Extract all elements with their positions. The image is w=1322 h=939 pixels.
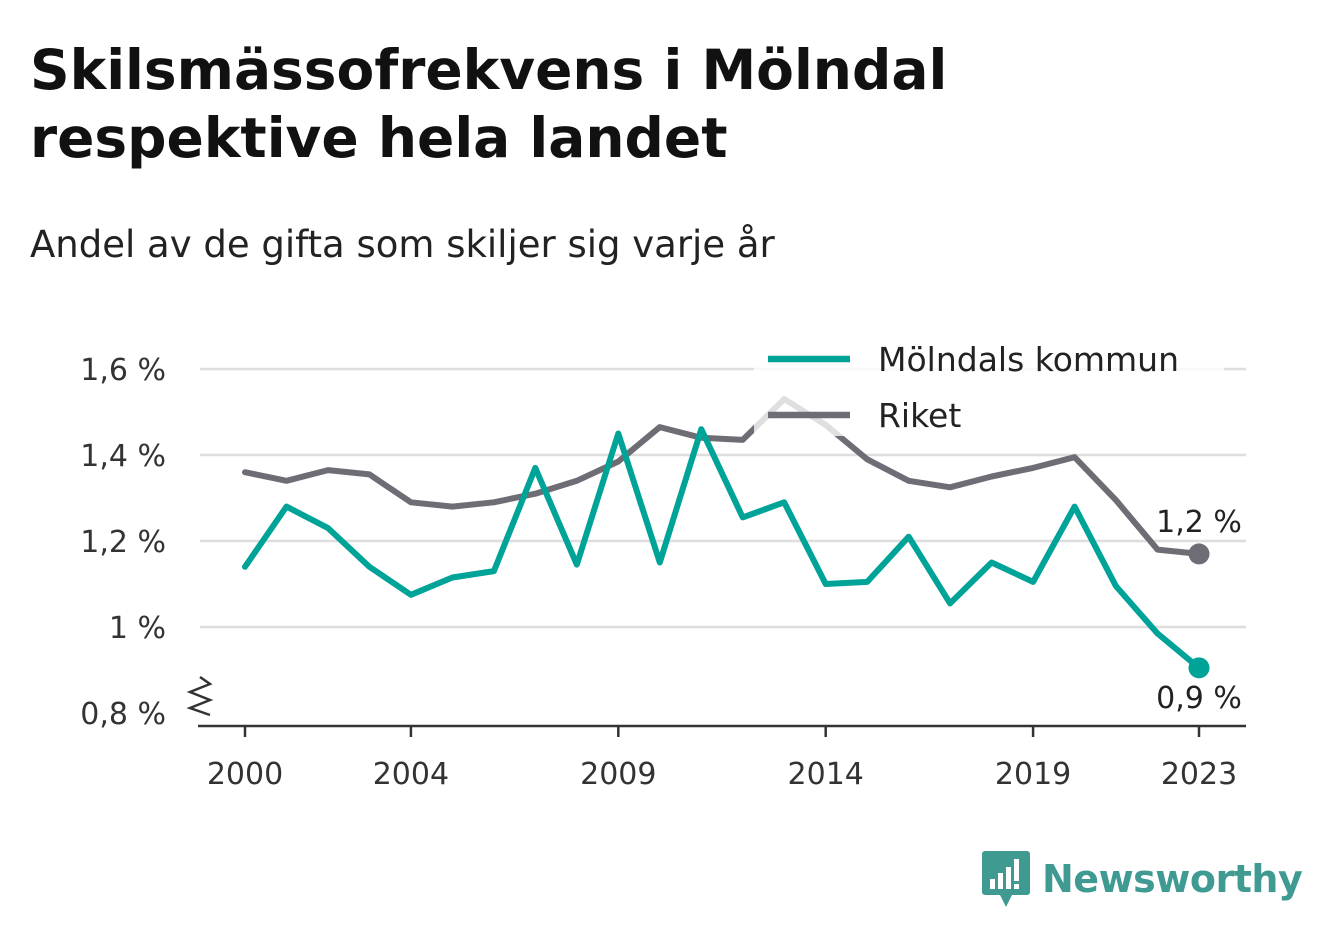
x-axis-ticks: 2000 2004 2009 2014 2019 2023: [207, 726, 1237, 792]
end-label: 0,9 %: [1156, 681, 1242, 716]
x-tick-label: 2000: [207, 757, 283, 792]
y-tick-label: 0,8 %: [80, 697, 166, 732]
series-lines: [242, 396, 1202, 671]
series-line: [242, 426, 1202, 671]
y-tick-label: 1,2 %: [80, 525, 166, 560]
x-tick-label: 2014: [788, 757, 864, 792]
x-tick-label: 2023: [1161, 757, 1237, 792]
legend-label: Riket: [878, 396, 961, 435]
x-tick-label: 2009: [580, 757, 656, 792]
chart-title: Skilsmässofrekvens i Mölndal respektive …: [30, 36, 1230, 172]
axes: [186, 675, 1246, 728]
x-tick-label: 2019: [995, 757, 1071, 792]
chart-title-line-2: respektive hela landet: [30, 106, 728, 170]
brand-logo: Newsworthy: [982, 848, 1303, 910]
bar-chart-speech-bubble-icon: [982, 851, 1030, 907]
brand-name: Newsworthy: [1042, 857, 1303, 901]
end-labels: 0,9 % 1,2 %: [1156, 505, 1242, 716]
y-tick-label: 1 %: [109, 611, 166, 646]
legend: Mölndals kommun Riket: [754, 334, 1224, 436]
y-tick-label: 1,4 %: [80, 439, 166, 474]
y-axis-ticks: 0,8 % 1 % 1,2 % 1,4 % 1,6 %: [80, 353, 166, 732]
x-tick-label: 2004: [373, 757, 449, 792]
end-point: [1188, 657, 1210, 679]
end-point: [1188, 543, 1210, 565]
legend-background: [754, 334, 1224, 436]
chart-subtitle: Andel av de gifta som skiljer sig varje …: [30, 223, 775, 266]
chart-title-line-1: Skilsmässofrekvens i Mölndal: [30, 38, 948, 102]
y-tick-label: 1,6 %: [80, 353, 166, 388]
end-label: 1,2 %: [1156, 505, 1242, 540]
series-line: [242, 396, 1202, 557]
axis-break-icon: [186, 675, 214, 717]
legend-label: Mölndals kommun: [878, 340, 1179, 379]
